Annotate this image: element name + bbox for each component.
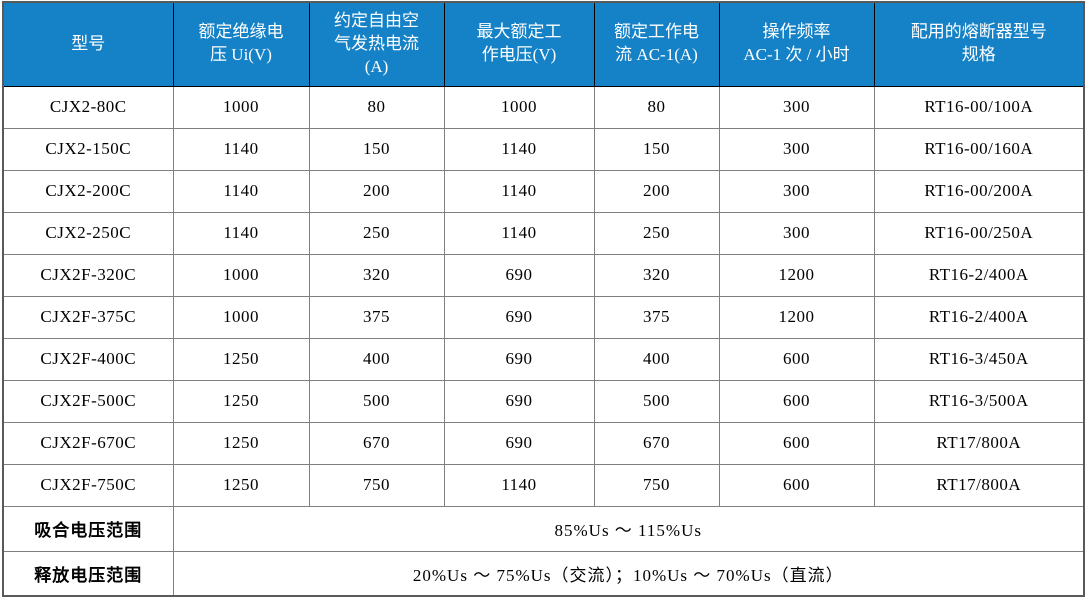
footer-label: 吸合电压范围 — [2, 505, 174, 552]
footer-value: 85%Us ～ 115%Us — [172, 505, 1085, 552]
value-cell: 690 — [443, 421, 595, 465]
value-cell: 670 — [593, 421, 720, 465]
value-cell: 600 — [718, 463, 875, 507]
value-cell: 750 — [593, 463, 720, 507]
value-cell: 200 — [308, 169, 445, 213]
value-cell: 1140 — [443, 127, 595, 171]
value-cell: RT17/800A — [873, 463, 1085, 507]
table-row: CJX2-250C 1140 250 1140 250 300 RT16-00/250A — [2, 211, 1085, 255]
value-cell: 1000 — [443, 85, 595, 129]
value-cell: RT16-00/160A — [873, 127, 1085, 171]
header-cell-4: 额定工作电 流 AC-1(A) — [593, 1, 720, 87]
table-row: CJX2-80C 1000 80 1000 80 300 RT16-00/100A — [2, 85, 1085, 129]
value-cell: 375 — [308, 295, 445, 339]
value-cell: 500 — [593, 379, 720, 423]
value-cell: 600 — [718, 421, 875, 465]
value-cell: 300 — [718, 211, 875, 255]
value-cell: 300 — [718, 127, 875, 171]
table-row: CJX2-150C 1140 150 1140 150 300 RT16-00/160A — [2, 127, 1085, 171]
value-cell: 500 — [308, 379, 445, 423]
value-cell: 1140 — [172, 127, 310, 171]
table-row: CJX2F-670C 1250 670 690 670 600 RT17/800A — [2, 421, 1085, 465]
model-cell: CJX2F-375C — [2, 295, 174, 339]
value-cell: RT16-00/200A — [873, 169, 1085, 213]
value-cell: 80 — [308, 85, 445, 129]
header-cell-3: 最大额定工 作电压(V) — [443, 1, 595, 87]
value-cell: 1140 — [443, 169, 595, 213]
model-cell: CJX2F-500C — [2, 379, 174, 423]
value-cell: RT16-3/500A — [873, 379, 1085, 423]
header-cell-0: 型号 — [2, 1, 174, 87]
table-row: CJX2F-750C 1250 750 1140 750 600 RT17/800A — [2, 463, 1085, 507]
value-cell: 1140 — [443, 211, 595, 255]
value-cell: 1200 — [718, 253, 875, 297]
value-cell: 250 — [308, 211, 445, 255]
value-cell: 300 — [718, 85, 875, 129]
value-cell: 320 — [593, 253, 720, 297]
value-cell: 750 — [308, 463, 445, 507]
table-header: 型号 额定绝缘电 压 Ui(V) 约定自由空 气发热电流 (A) 最大额定工 作电压(… — [2, 1, 1085, 87]
header-cell-5: 操作频率 AC-1 次 / 小时 — [718, 1, 875, 87]
value-cell: 690 — [443, 337, 595, 381]
value-cell: RT16-2/400A — [873, 253, 1085, 297]
value-cell: 320 — [308, 253, 445, 297]
value-cell: RT16-2/400A — [873, 295, 1085, 339]
value-cell: 300 — [718, 169, 875, 213]
value-cell: RT16-00/250A — [873, 211, 1085, 255]
table-row: CJX2-200C 1140 200 1140 200 300 RT16-00/200A — [2, 169, 1085, 213]
value-cell: 200 — [593, 169, 720, 213]
header-cell-2: 约定自由空 气发热电流 (A) — [308, 1, 445, 87]
model-cell: CJX2-80C — [2, 85, 174, 129]
table-row: CJX2F-500C 1250 500 690 500 600 RT16-3/500A — [2, 379, 1085, 423]
value-cell: 150 — [593, 127, 720, 171]
value-cell: RT16-00/100A — [873, 85, 1085, 129]
model-cell: CJX2-150C — [2, 127, 174, 171]
model-cell: CJX2F-750C — [2, 463, 174, 507]
value-cell: 1250 — [172, 337, 310, 381]
value-cell: 1140 — [443, 463, 595, 507]
value-cell: 250 — [593, 211, 720, 255]
footer-row: 吸合电压范围 85%Us ～ 115%Us — [2, 505, 1085, 552]
value-cell: 1140 — [172, 211, 310, 255]
table-row: CJX2F-320C 1000 320 690 320 1200 RT16-2/400A — [2, 253, 1085, 297]
value-cell: 375 — [593, 295, 720, 339]
value-cell: 600 — [718, 379, 875, 423]
value-cell: RT17/800A — [873, 421, 1085, 465]
value-cell: 1000 — [172, 295, 310, 339]
value-cell: 1250 — [172, 379, 310, 423]
value-cell: 400 — [593, 337, 720, 381]
value-cell: 1200 — [718, 295, 875, 339]
footer-row: 释放电压范围 20%Us ～ 75%Us（交流）；10%Us ～ 70%Us（直流… — [2, 550, 1085, 597]
value-cell: 1250 — [172, 463, 310, 507]
value-cell: 1140 — [172, 169, 310, 213]
value-cell: 670 — [308, 421, 445, 465]
table-footer: 吸合电压范围 85%Us ～ 115%Us 释放电压范围 20%Us ～ 75%Us（… — [2, 505, 1085, 597]
value-cell: 150 — [308, 127, 445, 171]
value-cell: 690 — [443, 295, 595, 339]
contactor-spec-table: 型号 额定绝缘电 压 Ui(V) 约定自由空 气发热电流 (A) 最大额定工 作电压(… — [2, 1, 1085, 597]
table-row: CJX2F-400C 1250 400 690 400 600 RT16-3/450A — [2, 337, 1085, 381]
value-cell: 1000 — [172, 253, 310, 297]
footer-value: 20%Us ～ 75%Us（交流）；10%Us ～ 70%Us（直流） — [172, 550, 1085, 597]
header-row: 型号 额定绝缘电 压 Ui(V) 约定自由空 气发热电流 (A) 最大额定工 作电压(… — [2, 1, 1085, 87]
value-cell: 1250 — [172, 421, 310, 465]
value-cell: RT16-3/450A — [873, 337, 1085, 381]
value-cell: 600 — [718, 337, 875, 381]
model-cell: CJX2F-400C — [2, 337, 174, 381]
header-cell-1: 额定绝缘电 压 Ui(V) — [172, 1, 310, 87]
table-row: CJX2F-375C 1000 375 690 375 1200 RT16-2/400A — [2, 295, 1085, 339]
model-cell: CJX2F-670C — [2, 421, 174, 465]
model-cell: CJX2-200C — [2, 169, 174, 213]
model-cell: CJX2-250C — [2, 211, 174, 255]
value-cell: 690 — [443, 253, 595, 297]
value-cell: 400 — [308, 337, 445, 381]
header-cell-6: 配用的熔断器型号 规格 — [873, 1, 1085, 87]
table-body: CJX2-80C 1000 80 1000 80 300 RT16-00/100A CJX2-… — [2, 85, 1085, 507]
model-cell: CJX2F-320C — [2, 253, 174, 297]
value-cell: 690 — [443, 379, 595, 423]
footer-label: 释放电压范围 — [2, 550, 174, 597]
value-cell: 80 — [593, 85, 720, 129]
value-cell: 1000 — [172, 85, 310, 129]
